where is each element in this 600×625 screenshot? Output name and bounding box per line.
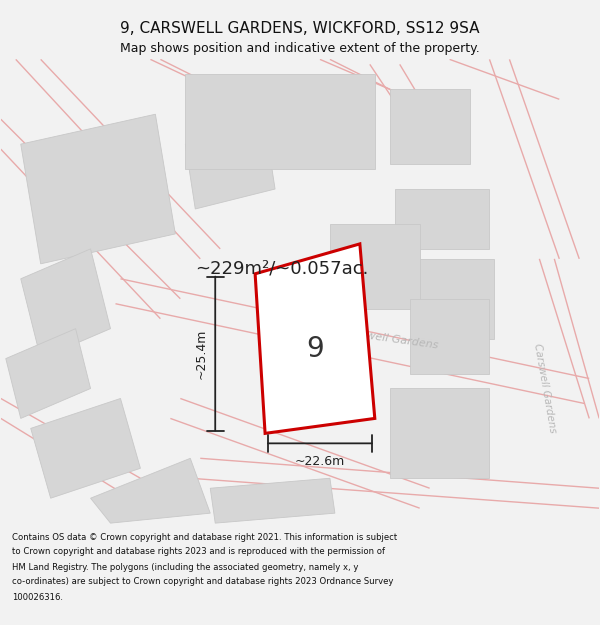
Polygon shape	[185, 74, 375, 169]
Text: Map shows position and indicative extent of the property.: Map shows position and indicative extent…	[120, 42, 480, 55]
Polygon shape	[395, 189, 490, 249]
Text: Carswell Gardens: Carswell Gardens	[341, 327, 439, 351]
Polygon shape	[185, 124, 275, 209]
Text: Contains OS data © Crown copyright and database right 2021. This information is : Contains OS data © Crown copyright and d…	[12, 532, 397, 541]
Polygon shape	[330, 224, 419, 309]
Polygon shape	[255, 244, 375, 433]
Text: HM Land Registry. The polygons (including the associated geometry, namely x, y: HM Land Registry. The polygons (includin…	[12, 562, 358, 571]
Text: to Crown copyright and database rights 2023 and is reproduced with the permissio: to Crown copyright and database rights 2…	[12, 548, 385, 556]
Polygon shape	[6, 329, 91, 418]
Polygon shape	[415, 259, 494, 339]
Text: 100026316.: 100026316.	[12, 592, 63, 601]
Text: ~229m²/~0.057ac.: ~229m²/~0.057ac.	[195, 260, 368, 278]
Polygon shape	[31, 399, 140, 498]
Polygon shape	[390, 389, 490, 478]
Polygon shape	[91, 458, 210, 523]
Text: ~22.6m: ~22.6m	[295, 456, 345, 468]
Text: co-ordinates) are subject to Crown copyright and database rights 2023 Ordnance S: co-ordinates) are subject to Crown copyr…	[12, 578, 394, 586]
Polygon shape	[210, 478, 335, 523]
Text: ~25.4m: ~25.4m	[194, 328, 207, 379]
Polygon shape	[21, 249, 110, 359]
Polygon shape	[390, 89, 470, 164]
Text: Carswell Gardens: Carswell Gardens	[532, 343, 557, 434]
Polygon shape	[21, 114, 175, 264]
Text: 9: 9	[306, 334, 324, 362]
Text: 9, CARSWELL GARDENS, WICKFORD, SS12 9SA: 9, CARSWELL GARDENS, WICKFORD, SS12 9SA	[120, 21, 480, 36]
Polygon shape	[410, 299, 490, 374]
